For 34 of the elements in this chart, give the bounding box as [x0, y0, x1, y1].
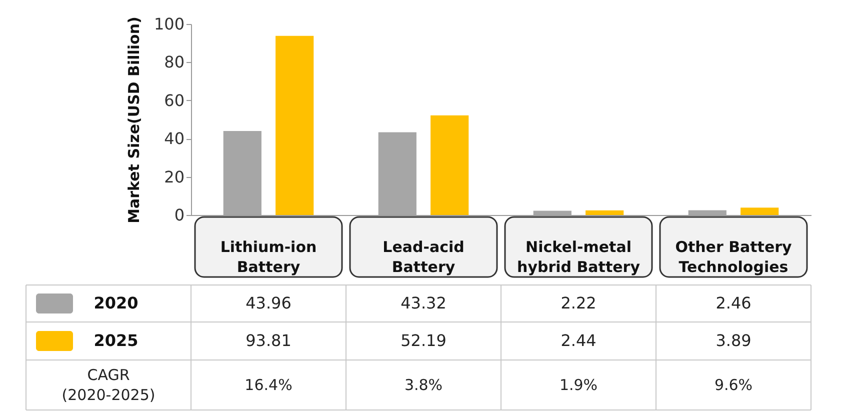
y-tick-label: 80 — [164, 52, 184, 72]
data-label: 43.32 — [400, 294, 446, 312]
bar — [688, 210, 726, 215]
data-label: 43.96 — [246, 294, 292, 312]
y-axis-title: Market Size(USD Billion) — [124, 16, 143, 224]
bar — [430, 115, 469, 215]
bar — [533, 210, 572, 215]
data-label: 52.19 — [400, 331, 446, 350]
x-tick-label: Lithium-ion Battery — [220, 238, 317, 276]
y-tick-label: 40 — [164, 129, 184, 148]
y-tick-label: 0 — [174, 206, 184, 224]
legend-label: 2020 — [94, 294, 138, 312]
bar — [223, 131, 262, 215]
bar — [586, 210, 624, 215]
x-tick-label: Nickel-metal hybrid Battery — [517, 238, 640, 276]
text: CAGR (2020-2025) — [62, 366, 156, 404]
bar — [740, 208, 779, 215]
data-label: 2.46 — [716, 294, 752, 312]
y-tick-label: 100 — [154, 14, 184, 34]
text: 3.8% — [404, 376, 443, 394]
y-tick-label: 60 — [164, 90, 184, 110]
text: 9.6% — [714, 376, 753, 394]
data-label: 2.44 — [560, 331, 596, 350]
x-tick-label: Other Battery Technologies — [675, 238, 792, 276]
bar — [276, 36, 314, 215]
x-tick-label: Lead-acid Battery — [382, 238, 464, 276]
text: 16.4% — [244, 376, 292, 394]
data-label: 3.89 — [716, 331, 752, 350]
text: 1.9% — [559, 376, 598, 394]
y-tick-label: 20 — [164, 167, 184, 186]
data-label: 2.22 — [560, 294, 596, 312]
bar — [378, 132, 416, 215]
data-label: 93.81 — [246, 331, 292, 350]
legend-label: 2025 — [94, 331, 138, 350]
